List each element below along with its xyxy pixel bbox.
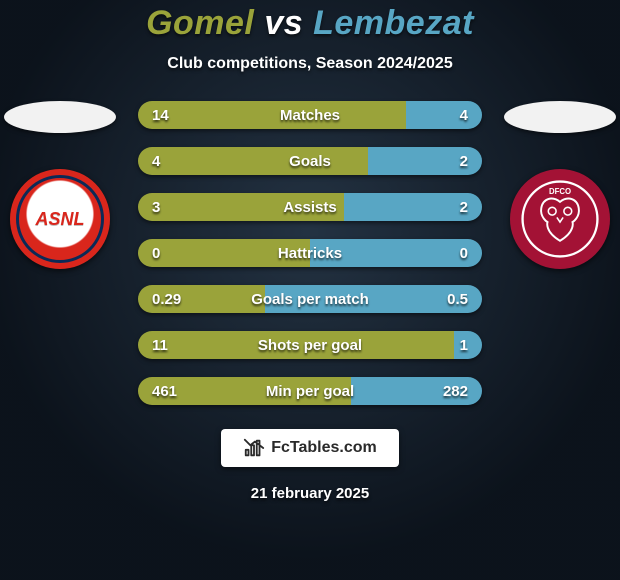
left-side: ASNL bbox=[0, 101, 120, 269]
stat-row: 144Matches bbox=[138, 101, 482, 129]
bar-right-value: 2 bbox=[446, 193, 482, 221]
stat-row: 111Shots per goal bbox=[138, 331, 482, 359]
bar-right-value: 0 bbox=[446, 239, 482, 267]
bar-left-value: 11 bbox=[138, 331, 182, 359]
title-right: Lembezat bbox=[313, 4, 474, 42]
brand-text: FcTables.com bbox=[271, 439, 377, 457]
stat-row: 32Assists bbox=[138, 193, 482, 221]
stat-row: 0.290.5Goals per match bbox=[138, 285, 482, 313]
page-title: Gomel vs Lembezat bbox=[146, 4, 474, 43]
right-badge-text: DFCO bbox=[549, 187, 571, 196]
title-left: Gomel bbox=[146, 4, 254, 42]
stat-row: 42Goals bbox=[138, 147, 482, 175]
content-container: Gomel vs Lembezat Club competitions, Sea… bbox=[0, 0, 620, 580]
bar-left-value: 14 bbox=[138, 101, 183, 129]
date-text: 21 february 2025 bbox=[251, 485, 369, 502]
right-player-slot bbox=[504, 101, 616, 133]
subtitle: Club competitions, Season 2024/2025 bbox=[167, 55, 452, 73]
bar-left-value: 0.29 bbox=[138, 285, 195, 313]
brand-box[interactable]: FcTables.com bbox=[221, 429, 399, 467]
bar-left-value: 0 bbox=[138, 239, 174, 267]
owl-icon: DFCO bbox=[521, 180, 599, 258]
bar-left-fill bbox=[138, 331, 454, 359]
stat-row: 00Hattricks bbox=[138, 239, 482, 267]
left-team-badge: ASNL bbox=[10, 169, 110, 269]
chart-icon bbox=[243, 437, 265, 459]
left-player-slot bbox=[4, 101, 116, 133]
right-side: DFCO bbox=[500, 101, 620, 269]
title-vs: vs bbox=[264, 4, 303, 42]
stat-bars: 144Matches42Goals32Assists00Hattricks0.2… bbox=[120, 101, 500, 405]
bar-right-value: 282 bbox=[429, 377, 482, 405]
bar-right-value: 1 bbox=[446, 331, 482, 359]
main-row: ASNL 144Matches42Goals32Assists00Hattric… bbox=[0, 101, 620, 405]
bar-left-value: 4 bbox=[138, 147, 174, 175]
bar-right-value: 4 bbox=[446, 101, 482, 129]
stat-row: 461282Min per goal bbox=[138, 377, 482, 405]
bar-left-value: 461 bbox=[138, 377, 191, 405]
right-team-badge: DFCO bbox=[510, 169, 610, 269]
bar-right-value: 0.5 bbox=[433, 285, 482, 313]
badge-ring bbox=[16, 175, 104, 263]
bar-left-value: 3 bbox=[138, 193, 174, 221]
bar-right-value: 2 bbox=[446, 147, 482, 175]
